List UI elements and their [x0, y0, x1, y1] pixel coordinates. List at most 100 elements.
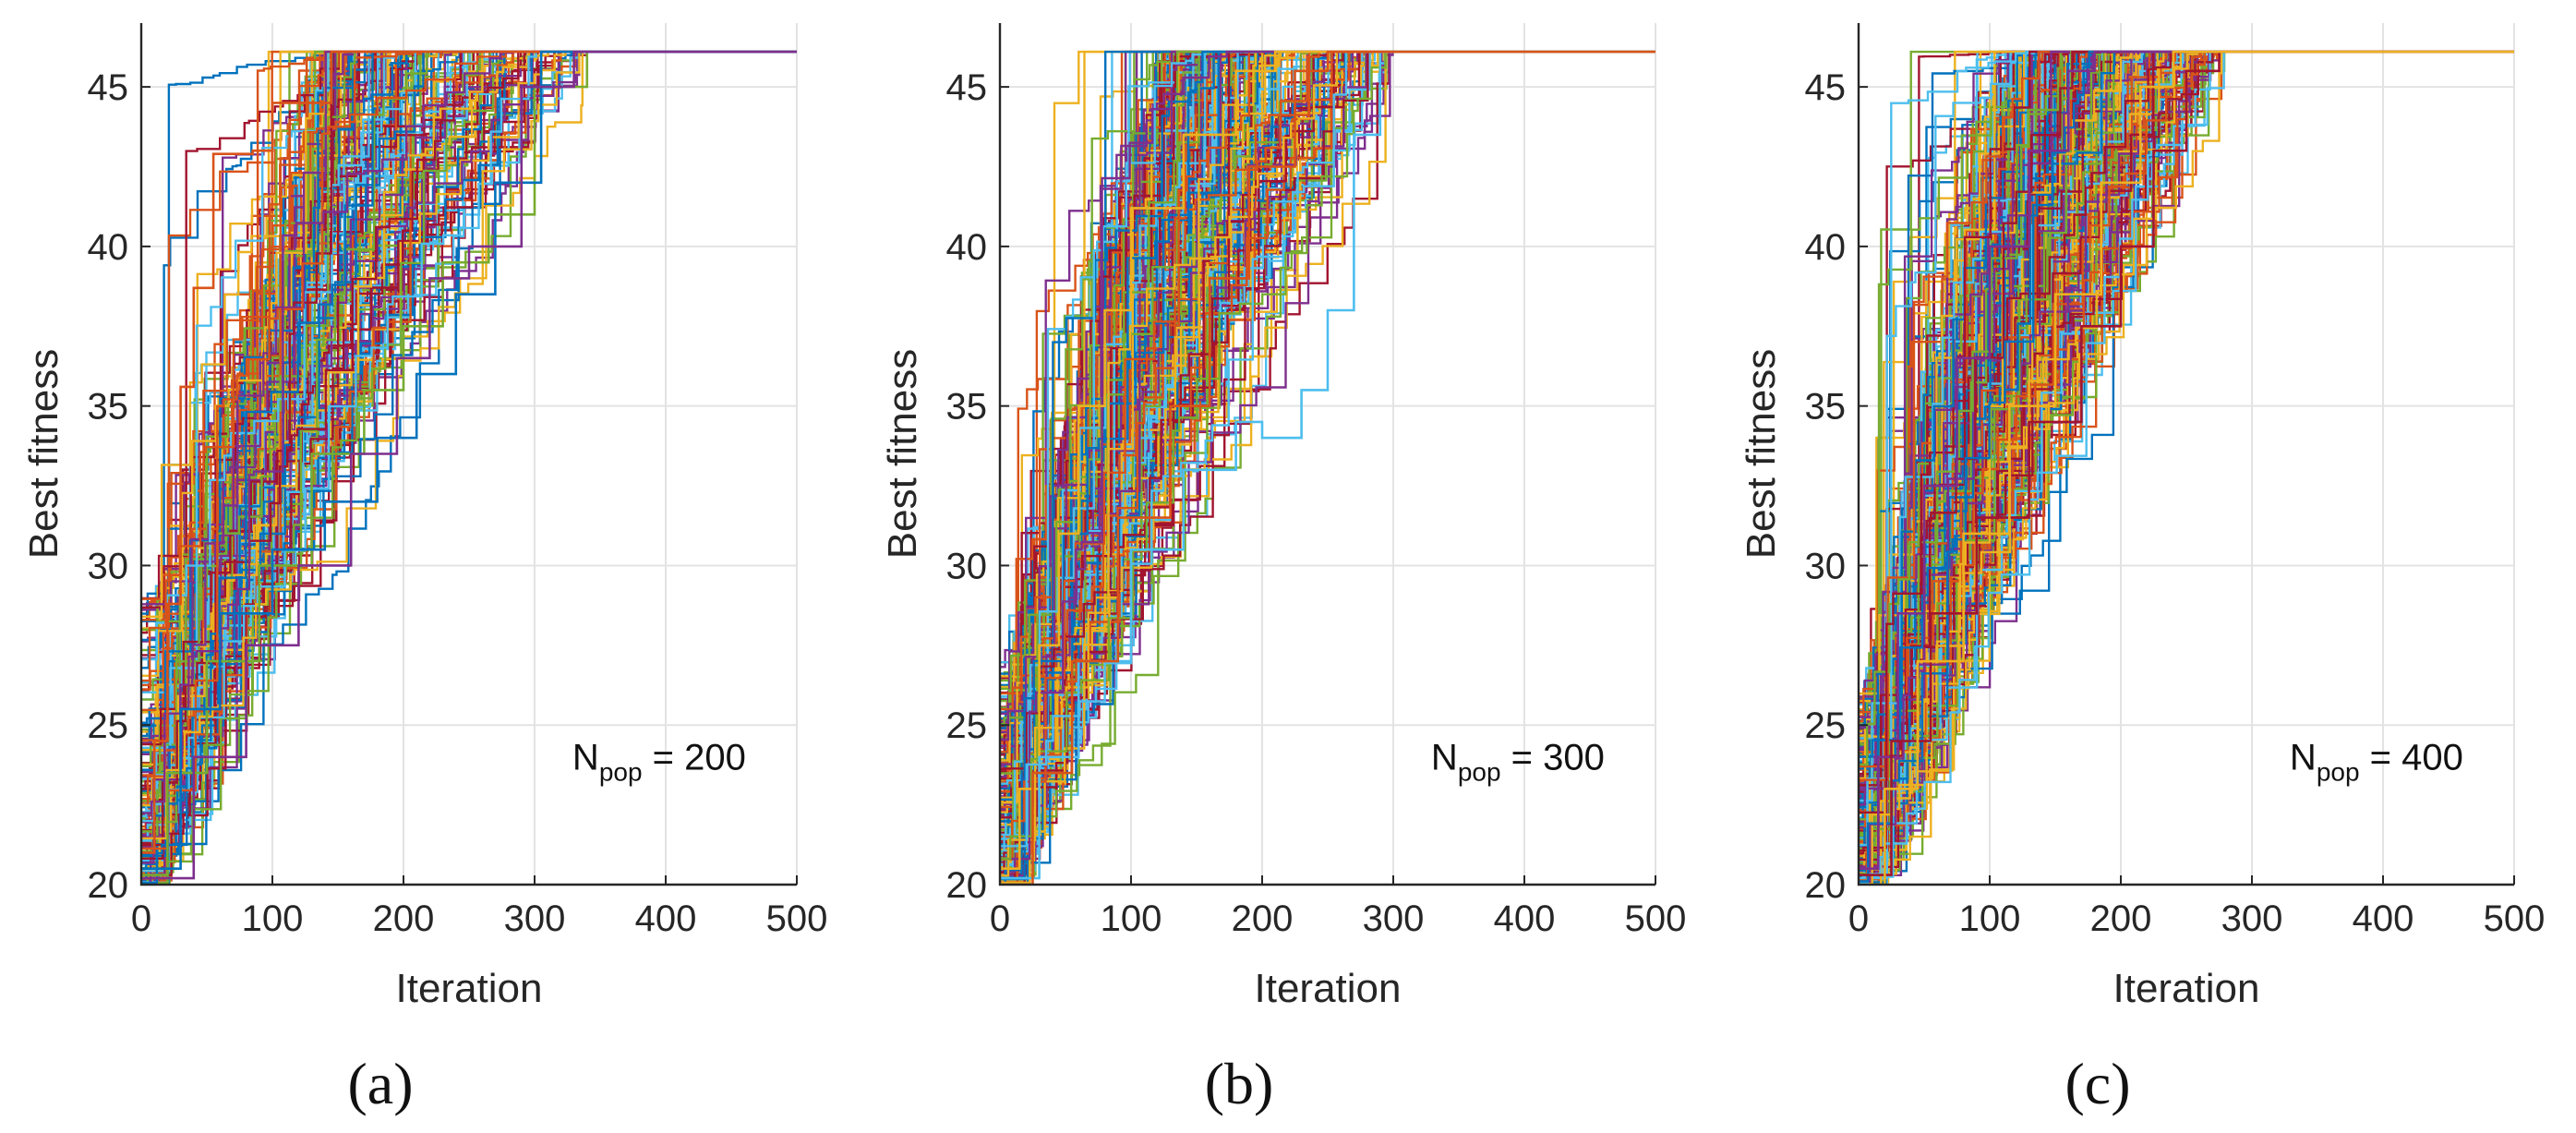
series-line-run-4	[141, 50, 797, 880]
x-tick-label: 500	[2484, 898, 2546, 939]
x-tick-label: 300	[1363, 898, 1425, 939]
series-line	[1000, 50, 1655, 775]
series-line-run-1	[1859, 50, 2514, 870]
x-tick-label: 100	[1101, 898, 1162, 939]
panel-caption: (a)	[347, 1051, 413, 1116]
y-tick-label: 20	[1805, 865, 1847, 906]
series-line-run-2	[1859, 50, 2514, 876]
y-tick-label: 25	[88, 705, 129, 746]
y-tick-label: 25	[946, 705, 988, 746]
series-line	[1000, 50, 1655, 885]
series-group	[1000, 50, 1655, 885]
y-tick-label: 45	[1805, 67, 1847, 108]
series-line	[141, 50, 797, 818]
y-axis-label: Best fitness	[21, 349, 66, 559]
series-line	[141, 50, 797, 860]
series-line	[1000, 50, 1655, 695]
y-tick-label: 45	[88, 67, 129, 108]
y-tick-label: 45	[946, 67, 988, 108]
y-tick-label: 35	[946, 387, 988, 428]
series-line	[1859, 50, 2514, 847]
x-tick-label: 0	[1848, 898, 1869, 939]
y-tick-label: 30	[1805, 546, 1847, 586]
x-tick-label: 100	[1959, 898, 2021, 939]
series-line	[141, 50, 797, 677]
y-tick-label: 35	[88, 387, 129, 428]
y-tick-label: 35	[1805, 387, 1847, 428]
series-line-run-2	[1000, 50, 1655, 880]
series-line	[1859, 50, 2514, 781]
series-line	[1000, 50, 1655, 709]
chart-svg: 0 100 200 300 400 500 20 25 30 35 40 45 Iteration Bes…	[21, 23, 828, 1116]
series-line	[141, 50, 797, 807]
series-line	[1859, 50, 2514, 883]
population-annotation: Npop = 200	[572, 738, 746, 787]
panel-a: 0 100 200 300 400 500 20 25 30 35 40 45 Iteration Bes…	[0, 0, 859, 1133]
panel-caption: (c)	[2064, 1051, 2130, 1116]
x-tick-label: 0	[131, 898, 151, 939]
y-tick-label: 40	[88, 227, 129, 268]
series-line-run-3	[141, 50, 797, 870]
y-tick-label: 20	[946, 865, 988, 906]
series-line	[1859, 50, 2514, 802]
series-line	[141, 50, 797, 876]
y-tick-label: 25	[1805, 705, 1847, 746]
series-line	[1859, 50, 2514, 787]
y-tick-label: 40	[1805, 227, 1847, 268]
series-line	[1000, 50, 1655, 861]
y-tick-label: 20	[88, 865, 129, 906]
series-line	[1000, 50, 1655, 848]
x-axis-label: Iteration	[396, 966, 543, 1011]
panel-b: 0 100 200 300 400 500 20 25 30 35 40 45 Iteration Bes…	[859, 0, 1717, 1133]
series-line	[1859, 50, 2514, 758]
y-tick-label: 40	[946, 227, 988, 268]
x-tick-label: 300	[2221, 898, 2283, 939]
x-tick-label: 100	[242, 898, 304, 939]
series-line	[1000, 50, 1655, 883]
x-tick-label: 200	[2090, 898, 2152, 939]
y-axis-label: Best fitness	[1739, 349, 1784, 559]
series-line	[1859, 50, 2514, 871]
series-line	[141, 50, 797, 661]
panel-c: 0 100 200 300 400 500 20 25 30 35 40 45 Iteration Bes…	[1717, 0, 2576, 1133]
y-tick-label: 30	[946, 546, 988, 586]
series-group	[141, 50, 797, 885]
series-line	[1000, 50, 1655, 861]
series-line	[141, 50, 797, 618]
series-line	[1859, 50, 2514, 834]
x-tick-label: 400	[1494, 898, 1556, 939]
x-axis-label: Iteration	[1255, 966, 1402, 1011]
series-line	[1859, 50, 2514, 885]
x-tick-label: 500	[1625, 898, 1687, 939]
series-line	[1859, 50, 2514, 875]
series-line-run-3	[1000, 50, 1655, 885]
chart-svg: 0 100 200 300 400 500 20 25 30 35 40 45 Iteration Bes…	[880, 23, 1687, 1116]
series-line	[141, 50, 797, 885]
series-line	[141, 50, 797, 852]
series-line	[1000, 50, 1655, 877]
x-tick-label: 400	[635, 898, 697, 939]
series-line-run-1	[141, 50, 797, 854]
population-annotation: Npop = 300	[1431, 738, 1605, 787]
series-line	[141, 50, 797, 873]
series-line	[141, 50, 797, 682]
series-line	[1000, 50, 1655, 861]
series-line	[1000, 50, 1655, 811]
x-tick-label: 300	[504, 898, 566, 939]
series-line	[141, 50, 797, 838]
series-line-run-3	[1859, 50, 2514, 885]
series-line	[141, 50, 797, 847]
population-annotation: Npop = 400	[2290, 738, 2463, 787]
x-tick-label: 0	[990, 898, 1010, 939]
x-tick-label: 400	[2353, 898, 2414, 939]
x-axis-label: Iteration	[2113, 966, 2260, 1011]
series-group	[1859, 50, 2514, 885]
series-line	[141, 50, 797, 820]
series-line	[1859, 50, 2514, 881]
chart-svg: 0 100 200 300 400 500 20 25 30 35 40 45 Iteration Bes…	[1739, 23, 2546, 1116]
x-tick-label: 500	[766, 898, 828, 939]
series-line	[141, 50, 797, 840]
x-tick-label: 200	[373, 898, 435, 939]
series-line	[141, 50, 797, 850]
x-tick-label: 200	[1232, 898, 1294, 939]
